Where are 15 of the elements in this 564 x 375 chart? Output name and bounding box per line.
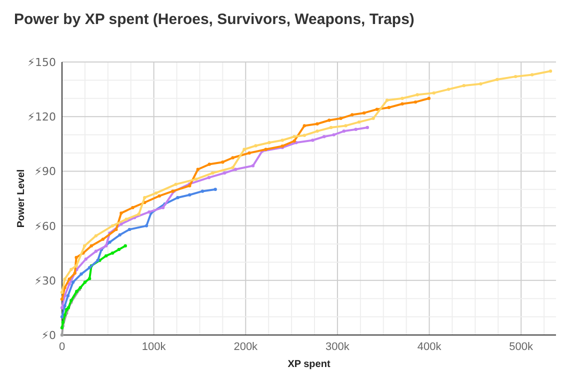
y-tick-label: ⚡120 xyxy=(27,110,56,124)
x-tick-label: 400k xyxy=(417,341,442,353)
x-axis-title: XP spent xyxy=(288,359,331,370)
x-tick-label: 0 xyxy=(58,341,66,353)
y-tick-label: ⚡150 xyxy=(27,56,56,69)
x-tick-label: 100k xyxy=(142,341,166,353)
y-tick-label: ⚡30 xyxy=(34,274,56,288)
x-tick-label: 300k xyxy=(326,341,350,353)
x-tick-label: 500k xyxy=(509,341,534,353)
chart-title: Power by XP spent (Heroes, Survivors, Weapons, Traps) xyxy=(14,11,414,28)
x-tick-label: 200k xyxy=(234,341,258,353)
y-tick-label: ⚡0 xyxy=(41,329,56,342)
y-tick-label: ⚡60 xyxy=(34,220,56,233)
y-tick-label: ⚡90 xyxy=(34,165,56,178)
y-axis-title: Power Level xyxy=(16,169,27,228)
